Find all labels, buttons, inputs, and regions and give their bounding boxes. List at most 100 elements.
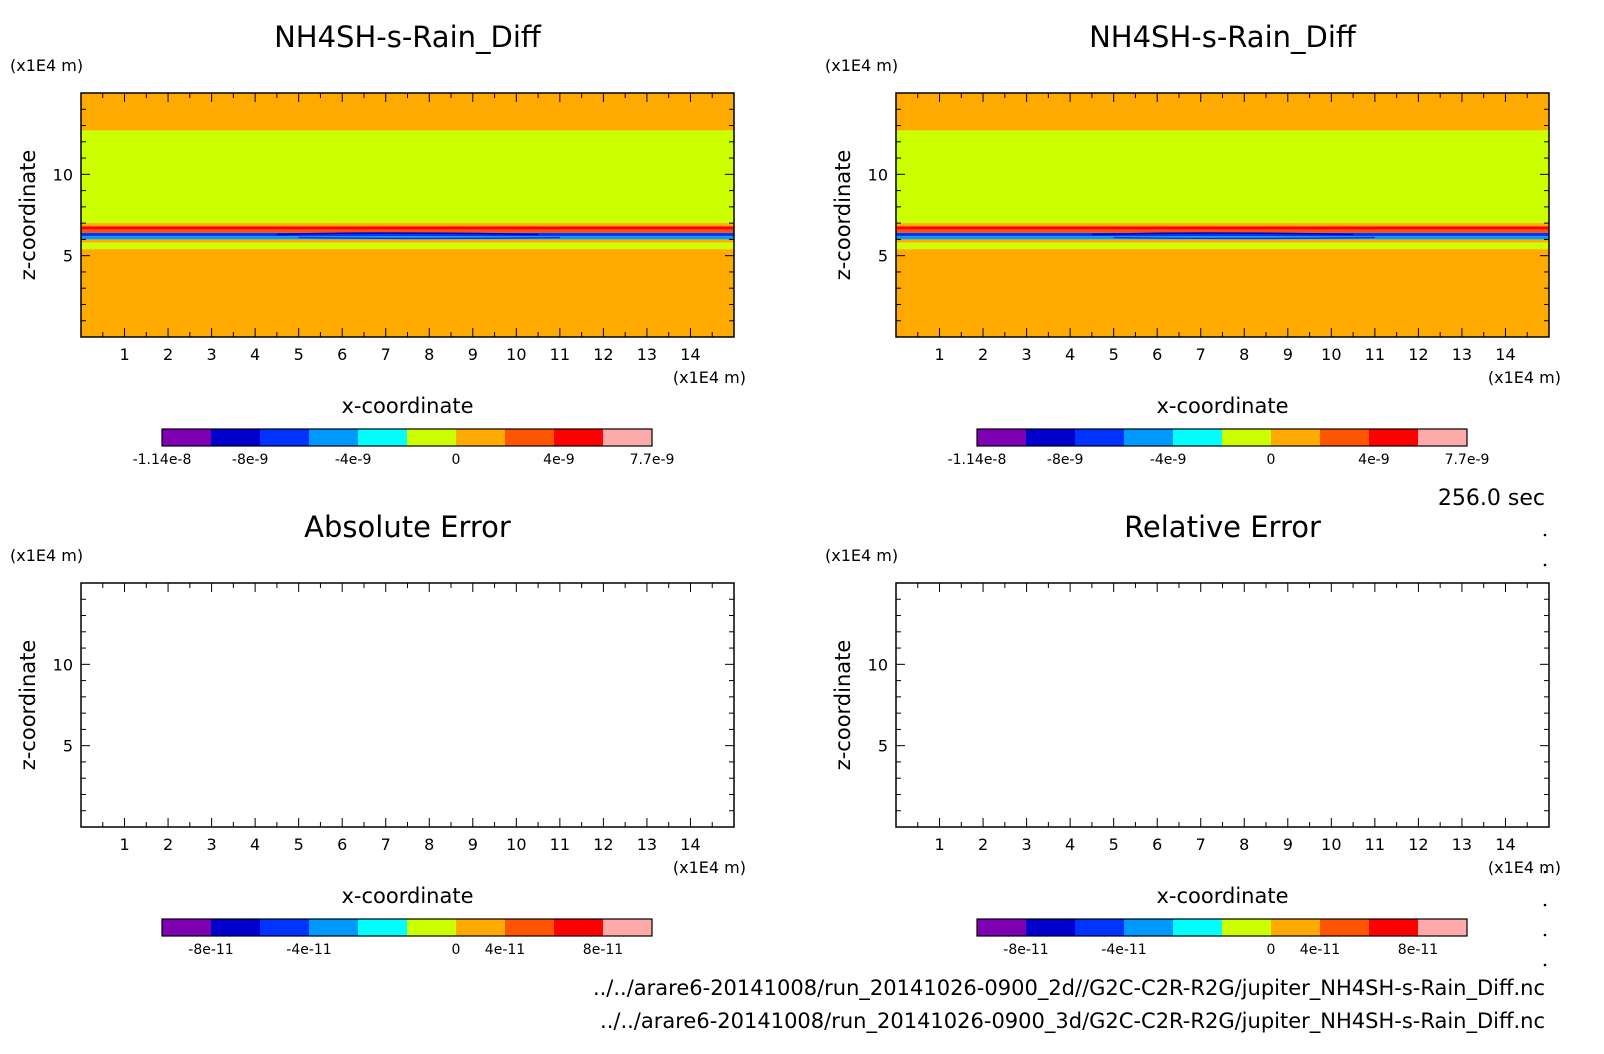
colorbar-swatch (1369, 919, 1419, 936)
colorbar-swatch (407, 429, 457, 446)
colorbar-swatch (1369, 429, 1419, 446)
colorbar-swatch (1026, 919, 1076, 936)
colorbar-swatch (1124, 429, 1174, 446)
x-tick-label: 3 (1022, 345, 1032, 364)
y-unit-label: (x1E4 m) (10, 546, 83, 565)
colorbar-label: -4e-11 (286, 942, 331, 958)
plot-frame (80, 582, 735, 828)
y-unit-label: (x1E4 m) (10, 56, 83, 75)
colorbar-swatch (603, 429, 653, 446)
margin-dot (1543, 933, 1547, 937)
colorbar-label: 7.7e-9 (630, 452, 675, 468)
margin-dot (1543, 963, 1547, 967)
colorbar-swatch (358, 429, 408, 446)
colorbar-swatch (211, 429, 261, 446)
x-tick-label: 7 (1196, 835, 1206, 854)
x-unit-label: (x1E4 m) (673, 858, 746, 877)
heatmap-layer (81, 93, 734, 131)
heatmap-layer (81, 239, 734, 243)
heatmap-layer (896, 226, 1549, 230)
x-tick-label: 1 (934, 835, 944, 854)
colorbar-label: 0 (452, 452, 461, 468)
heatmap-layer (896, 93, 1549, 131)
x-tick-label: 2 (163, 835, 173, 854)
colorbar-label: -4e-9 (1150, 452, 1187, 468)
colorbar-label: 4e-9 (1358, 452, 1389, 468)
file-path-2d: ../../arare6-20141008/run_20141026-0900_… (593, 976, 1545, 1001)
x-unit-label: (x1E4 m) (1488, 368, 1561, 387)
y-tick-label: 10 (868, 655, 888, 674)
colorbar-swatch (456, 919, 506, 936)
chart-panel-1: NH4SH-s-Rain_Diff(x1E4 m)1 2 3 4 5 6 7 8 9 10 11 12… (10, 20, 746, 468)
colorbar-swatch (1075, 429, 1125, 446)
y-tick-label: 10 (53, 655, 73, 674)
plot-frame (895, 582, 1550, 828)
x-tick-label: 1 (119, 835, 129, 854)
colorbar-swatch (1026, 429, 1076, 446)
x-tick-label: 11 (550, 835, 570, 854)
colorbar-swatch (977, 919, 1027, 936)
x-axis-label: x-coordinate (1156, 394, 1288, 418)
colorbar-label: -8e-11 (188, 942, 233, 958)
x-tick-label: 13 (1452, 345, 1472, 364)
colorbar-swatch (260, 919, 310, 936)
colorbar-swatch (1418, 919, 1468, 936)
colorbar-frame (161, 428, 653, 447)
colorbar-label: 8e-11 (583, 942, 623, 958)
colorbar-label: -8e-9 (232, 452, 269, 468)
x-axis-label: x-coordinate (341, 394, 473, 418)
heatmap-layer (81, 242, 734, 250)
x-tick-label: 12 (1408, 345, 1428, 364)
colorbar-swatch (1320, 429, 1370, 446)
x-tick-label: 4 (1065, 835, 1075, 854)
colorbar-swatch (456, 429, 506, 446)
y-tick-label: 10 (868, 165, 888, 184)
colorbar-swatch (505, 429, 555, 446)
colorbar-label: 0 (1267, 452, 1276, 468)
colorbar-frame (161, 918, 653, 937)
y-axis-label: z-coordinate (16, 640, 40, 771)
x-tick-label: 2 (978, 345, 988, 364)
colorbar-swatch (1222, 919, 1272, 936)
x-tick-label: 9 (1283, 835, 1293, 854)
colorbar-swatch (1418, 429, 1468, 446)
y-tick-label: 5 (878, 247, 888, 266)
colorbar-swatch (1271, 919, 1321, 936)
x-tick-label: 13 (1452, 835, 1472, 854)
colorbar-label: 7.7e-9 (1445, 452, 1490, 468)
colorbar-swatch (309, 919, 359, 936)
colorbar-label: -4e-9 (335, 452, 372, 468)
x-tick-label: 12 (1408, 835, 1428, 854)
x-tick-label: 2 (163, 345, 173, 364)
x-tick-label: 10 (1321, 835, 1341, 854)
chart-panel-4: Relative Error(x1E4 m)1 2 3 4 5 6 7 8 9 10 11 12 13 1… (825, 510, 1561, 958)
colorbar-swatch (977, 429, 1027, 446)
heatmap-streak (1113, 236, 1375, 240)
chart-panel-2: NH4SH-s-Rain_Diff(x1E4 m)1 2 3 4 5 6 7 8 9 10 11 12… (825, 20, 1561, 468)
x-tick-label: 14 (680, 835, 700, 854)
colorbar-swatch (260, 429, 310, 446)
x-tick-label: 4 (250, 345, 260, 364)
chart-title: Absolute Error (304, 510, 511, 544)
y-tick-label: 5 (63, 737, 73, 756)
colorbar-swatch (1173, 429, 1223, 446)
colorbar-swatch (211, 919, 261, 936)
heatmap-layer (896, 239, 1549, 243)
x-tick-label: 13 (637, 345, 657, 364)
colorbar-swatch (1173, 919, 1223, 936)
x-tick-label: 4 (1065, 345, 1075, 364)
heatmap-layer (81, 229, 734, 233)
colorbar-swatch (358, 919, 408, 936)
x-tick-label: 12 (593, 835, 613, 854)
y-axis-label: z-coordinate (831, 640, 855, 771)
x-tick-label: 11 (1365, 345, 1385, 364)
y-unit-label: (x1E4 m) (825, 56, 898, 75)
y-tick-label: 5 (63, 247, 73, 266)
margin-dot (1543, 533, 1547, 537)
y-axis-label: z-coordinate (831, 150, 855, 281)
x-tick-label: 5 (1109, 345, 1119, 364)
x-tick-label: 1 (934, 345, 944, 364)
heatmap-layer (81, 232, 734, 237)
chart-title: NH4SH-s-Rain_Diff (1089, 20, 1357, 54)
